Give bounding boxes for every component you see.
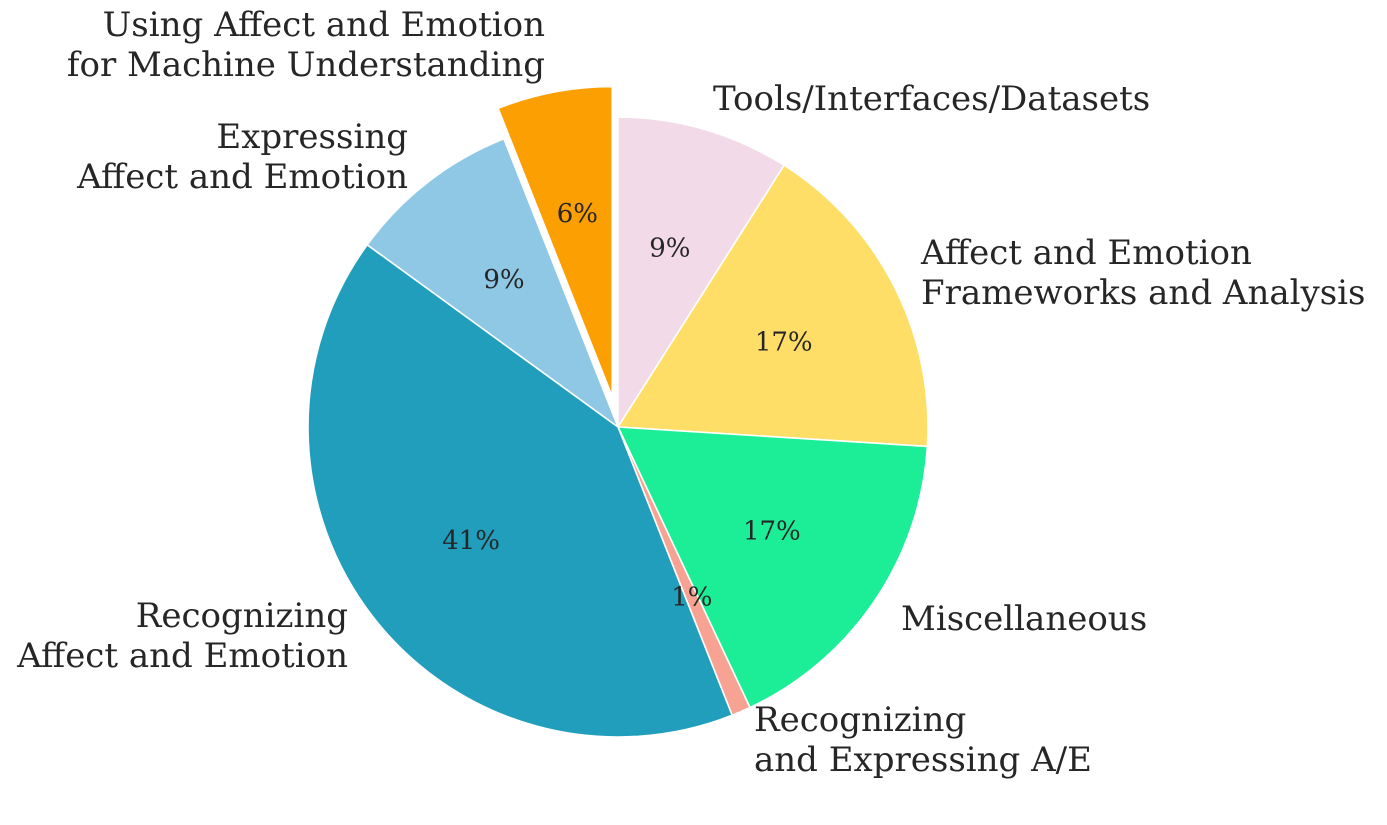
category-label-line: Miscellaneous (901, 599, 1147, 639)
pct-label-frameworks: 17% (755, 328, 813, 358)
pct-label-tools: 9% (649, 233, 690, 263)
percentage-labels: 9% 17% 17% 1% 41% 9% 6% (442, 199, 812, 613)
pie-slice-expressing (366, 137, 620, 430)
category-label-rec-expr: Recognizing and Expressing A/E (754, 700, 1092, 780)
category-label-line: Recognizing (754, 700, 966, 740)
pct-label-using: 6% (557, 199, 598, 229)
pct-label-recognizing: 41% (442, 526, 500, 556)
category-label-using: Using Affect and Emotion for Machine Unde… (67, 5, 545, 85)
category-label-recognizing: Recognizing Affect and Emotion (16, 596, 348, 676)
pie-slices (307, 85, 929, 738)
pie-slice-using (497, 85, 613, 397)
category-label-tools: Tools/Interfaces/Datasets (713, 79, 1150, 119)
pct-label-expressing: 9% (483, 265, 524, 295)
category-label-expressing: Expressing Affect and Emotion (76, 117, 408, 197)
category-label-line: and Expressing A/E (754, 740, 1092, 780)
category-label-line: for Machine Understanding (67, 45, 545, 85)
category-label-line: Recognizing (136, 596, 348, 636)
pct-label-misc: 17% (743, 517, 801, 547)
pie-slice-misc (616, 426, 929, 709)
category-label-line: Tools/Interfaces/Datasets (713, 79, 1150, 119)
pie-slice-tools (617, 116, 786, 430)
category-label-line: Affect and Emotion (920, 233, 1252, 273)
category-label-line: Affect and Emotion (16, 636, 348, 676)
category-label-line: Affect and Emotion (76, 157, 408, 197)
category-label-line: Using Affect and Emotion (103, 5, 545, 45)
category-label-line: Frameworks and Analysis (921, 273, 1365, 313)
category-label-line: Expressing (216, 117, 408, 157)
pie-slice-frameworks (616, 164, 929, 448)
pct-label-rec-expr: 1% (671, 583, 712, 613)
category-label-misc: Miscellaneous (901, 599, 1147, 639)
category-label-frameworks: Affect and Emotion Frameworks and Analysi… (920, 233, 1365, 313)
category-labels: Tools/Interfaces/Datasets Affect and Emot… (16, 5, 1365, 780)
pie-slice-recognizing (307, 243, 734, 738)
